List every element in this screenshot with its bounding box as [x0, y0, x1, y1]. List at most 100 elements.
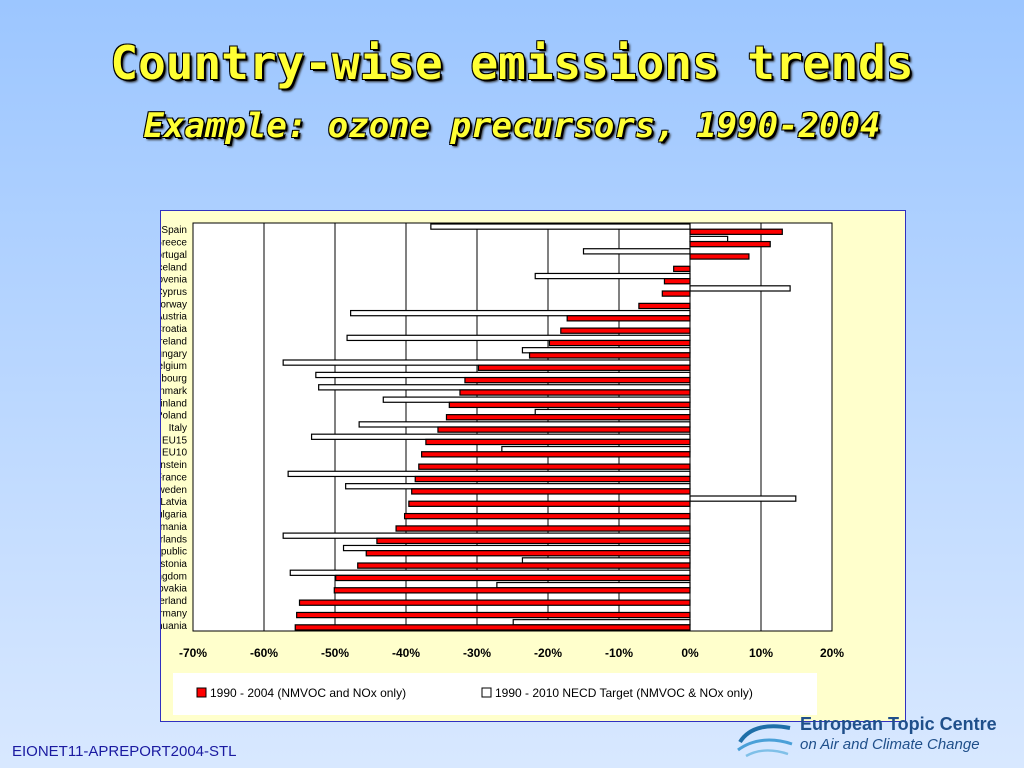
actual-bar	[395, 525, 691, 532]
category-label: Estonia	[161, 559, 187, 570]
logo-line2: on Air and Climate Change	[800, 736, 980, 753]
actual-bar	[425, 438, 691, 446]
category-label: Italy	[169, 423, 187, 434]
target-bar	[289, 569, 691, 576]
x-tick-label: 10%	[749, 646, 773, 660]
actual-bar	[294, 624, 691, 631]
x-tick-label: -60%	[250, 646, 278, 660]
page-subtitle: Example: ozone precursors, 1990-2004	[143, 106, 881, 146]
actual-bar	[689, 240, 771, 248]
actual-bar	[414, 475, 691, 483]
x-tick-label: -50%	[321, 646, 349, 660]
target-bar	[430, 223, 691, 230]
legend-swatch-target	[481, 687, 492, 698]
x-tick-label: -70%	[179, 646, 207, 660]
bar-chart: -70% -60% -50% -40% -30% -20% -10% 0% 10% 20% Spai…	[161, 222, 844, 715]
actual-bar	[464, 376, 691, 384]
target-bar	[534, 272, 691, 280]
category-label: Ireland	[161, 336, 187, 347]
category-label: Belgium	[161, 361, 187, 372]
category-label: Poland	[161, 411, 187, 422]
actual-bar	[661, 290, 691, 297]
actual-bar	[418, 463, 691, 470]
actual-bar	[638, 302, 691, 310]
actual-bar	[365, 550, 691, 557]
target-bar	[345, 483, 691, 490]
category-label: Slovakia	[161, 584, 187, 595]
category-label: Lithuania	[161, 621, 187, 632]
actual-bar	[335, 574, 691, 582]
actual-bar	[445, 414, 691, 421]
category-label: Bulgaria	[161, 510, 187, 521]
x-tick-label: -20%	[534, 646, 562, 660]
category-label: Portugal	[161, 250, 187, 261]
category-label: Finland	[161, 398, 187, 409]
legend-box	[173, 673, 817, 715]
actual-bar	[448, 401, 691, 409]
logo-line1: European Topic Centre	[800, 714, 997, 734]
page-title: Country-wise emissions trends	[110, 36, 914, 90]
target-bar	[282, 532, 691, 539]
x-tick-label: -40%	[392, 646, 420, 660]
target-bar	[346, 334, 691, 342]
etc-logo: European Topic Centre on Air and Climate…	[736, 712, 1016, 760]
target-bar	[318, 384, 691, 391]
target-bar	[310, 433, 691, 440]
category-label: Latvia	[161, 497, 187, 508]
target-bar	[287, 470, 691, 478]
category-label: Netherlands	[161, 534, 187, 545]
category-label: France	[161, 472, 187, 483]
target-bar	[512, 619, 691, 626]
actual-bar	[376, 537, 691, 545]
target-bar	[350, 309, 691, 317]
target-bar	[689, 235, 729, 243]
actual-bar	[296, 611, 691, 619]
category-label: Iceland	[161, 262, 187, 273]
actual-bar	[528, 352, 691, 359]
category-label: Cyprus	[161, 287, 187, 298]
category-label: Hungary	[161, 349, 187, 360]
category-label: Czech Republic	[161, 547, 187, 558]
x-tick-label: 0%	[681, 646, 699, 660]
x-tick-label: -30%	[463, 646, 491, 660]
target-bar	[501, 445, 691, 453]
actual-bar	[689, 228, 783, 235]
actual-bar	[403, 512, 691, 520]
actual-bar	[411, 488, 691, 495]
actual-bar	[437, 426, 691, 433]
actual-bar	[689, 253, 750, 260]
footer-text: EIONET11-APREPORT2004-STL	[12, 743, 237, 760]
category-label: Sweden	[161, 485, 187, 496]
category-label: Luxembourg	[161, 374, 187, 385]
target-bar	[282, 359, 691, 366]
category-label: Germany	[161, 608, 187, 619]
actual-bar	[298, 599, 691, 606]
x-tick-label: -10%	[605, 646, 633, 660]
actual-bar	[663, 278, 691, 285]
actual-bar	[548, 339, 691, 347]
category-label: Switzerland	[161, 596, 187, 607]
category-label: Liechtenstein	[161, 460, 187, 471]
target-bar	[521, 557, 691, 564]
actual-bar	[357, 562, 691, 569]
target-bar	[582, 248, 691, 255]
category-label: United Kingdom	[161, 571, 187, 582]
actual-bar	[560, 327, 691, 334]
actual-bar	[333, 587, 691, 594]
actual-bar	[408, 500, 691, 507]
target-bar	[521, 347, 691, 354]
category-label: Greece	[161, 238, 187, 249]
target-bar	[534, 408, 691, 416]
category-label: Spain	[161, 225, 187, 236]
target-bar	[496, 581, 691, 589]
actual-bar	[566, 315, 691, 322]
actual-bar	[421, 451, 691, 458]
legend-label-target: 1990 - 2010 NECD Target (NMVOC & NOx onl…	[495, 686, 753, 700]
swirl-logo-icon	[737, 724, 793, 758]
target-bar	[342, 544, 691, 552]
legend-swatch-actual	[196, 687, 207, 698]
category-label: Slovenia	[161, 275, 187, 286]
category-label: Denmark	[161, 386, 188, 397]
category-label: Norway	[161, 299, 187, 310]
target-bar	[689, 285, 791, 292]
